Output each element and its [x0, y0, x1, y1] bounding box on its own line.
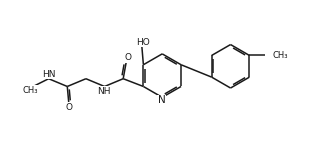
Text: CH₃: CH₃ — [273, 51, 288, 60]
Text: HO: HO — [137, 38, 150, 47]
Text: O: O — [65, 103, 72, 112]
Text: NH: NH — [97, 87, 111, 96]
Text: N: N — [158, 95, 165, 105]
Text: CH₃: CH₃ — [22, 86, 38, 95]
Text: HN: HN — [42, 70, 56, 79]
Text: O: O — [124, 53, 131, 62]
